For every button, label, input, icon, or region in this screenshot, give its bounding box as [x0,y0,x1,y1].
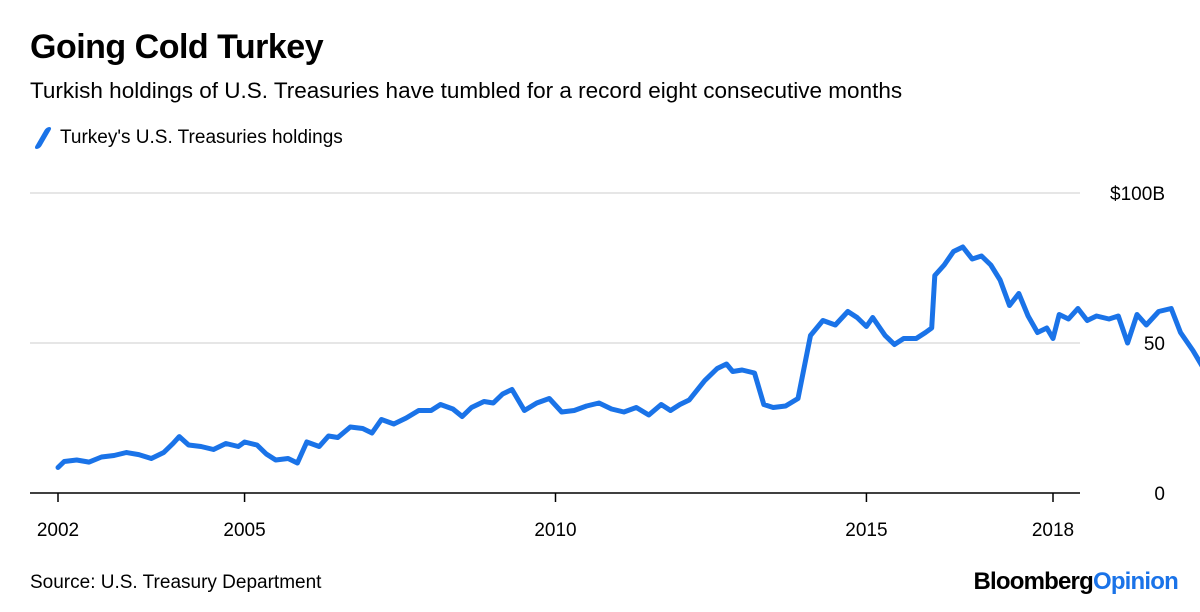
x-tick-label: 2015 [845,520,887,541]
y-tick-label: 0 [1154,484,1165,505]
brand-name: Bloomberg [973,568,1093,595]
x-tick-label: 2010 [534,520,576,541]
series-layer [55,244,1200,470]
brand-suffix: Opinion [1092,568,1179,595]
x-tick-label: 2018 [1032,520,1074,541]
y-tick-label: 50 [1144,334,1165,355]
x-tick-label: 2005 [223,520,265,541]
x-axis: 2002 2005 2010 2015 2018 [30,492,1080,541]
brand-logo: BloombergOpinion [973,568,1178,596]
legend: Turkey's U.S. Treasuries holdings [33,127,343,149]
grid [30,192,1080,344]
x-tick-label: 2002 [37,520,79,541]
chart-subtitle: Turkish holdings of U.S. Treasuries have… [30,78,903,103]
chart-title: Going Cold Turkey [30,28,324,66]
source-note: Source: U.S. Treasury Department [30,572,322,593]
legend-label: Turkey's U.S. Treasuries holdings [60,127,343,148]
line-chart: 2002 2005 2010 2015 2018 0 50 $100B [30,184,1200,541]
legend-swatch-icon [33,127,53,149]
y-tick-label: $100B [1110,184,1165,205]
series-line-turkey-treasuries [55,244,1200,470]
y-axis: 0 50 $100B [1110,184,1165,505]
